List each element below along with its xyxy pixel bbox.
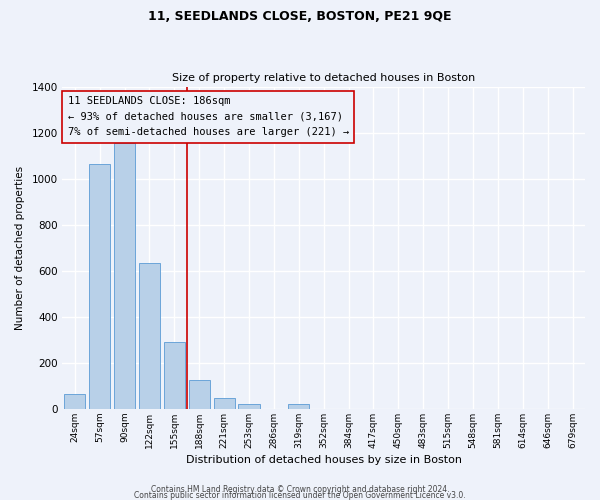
Bar — [214, 398, 235, 409]
Y-axis label: Number of detached properties: Number of detached properties — [15, 166, 25, 330]
Bar — [89, 164, 110, 409]
Text: 11 SEEDLANDS CLOSE: 186sqm
← 93% of detached houses are smaller (3,167)
7% of se: 11 SEEDLANDS CLOSE: 186sqm ← 93% of deta… — [68, 96, 349, 138]
Text: Contains public sector information licensed under the Open Government Licence v3: Contains public sector information licen… — [134, 490, 466, 500]
X-axis label: Distribution of detached houses by size in Boston: Distribution of detached houses by size … — [185, 455, 461, 465]
Bar — [188, 380, 210, 409]
Text: Contains HM Land Registry data © Crown copyright and database right 2024.: Contains HM Land Registry data © Crown c… — [151, 484, 449, 494]
Bar — [64, 394, 85, 409]
Bar — [288, 404, 310, 409]
Text: 11, SEEDLANDS CLOSE, BOSTON, PE21 9QE: 11, SEEDLANDS CLOSE, BOSTON, PE21 9QE — [148, 10, 452, 23]
Bar — [238, 404, 260, 409]
Bar — [139, 262, 160, 409]
Bar — [164, 342, 185, 409]
Title: Size of property relative to detached houses in Boston: Size of property relative to detached ho… — [172, 73, 475, 83]
Bar — [114, 143, 135, 409]
